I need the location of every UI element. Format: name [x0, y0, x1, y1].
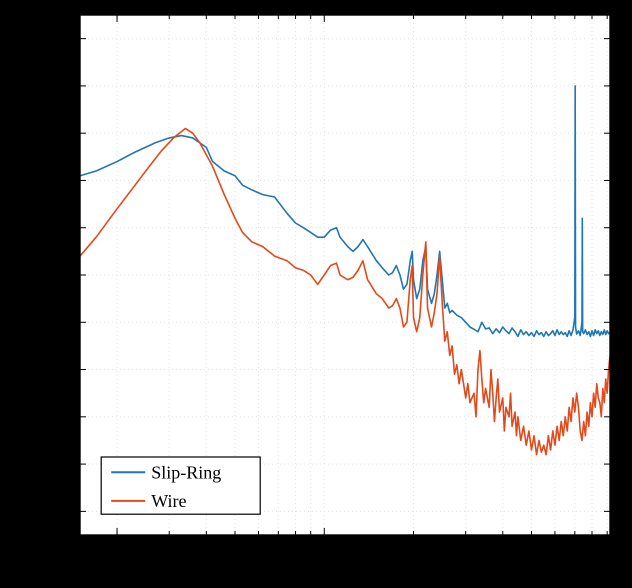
- legend: Slip-Ring Wire: [101, 457, 260, 514]
- legend-label-slip-ring: Slip-Ring: [151, 462, 221, 482]
- chart-svg: Slip-Ring Wire: [0, 0, 632, 588]
- spectrum-chart: Slip-Ring Wire: [0, 0, 632, 588]
- legend-label-wire: Wire: [151, 491, 186, 511]
